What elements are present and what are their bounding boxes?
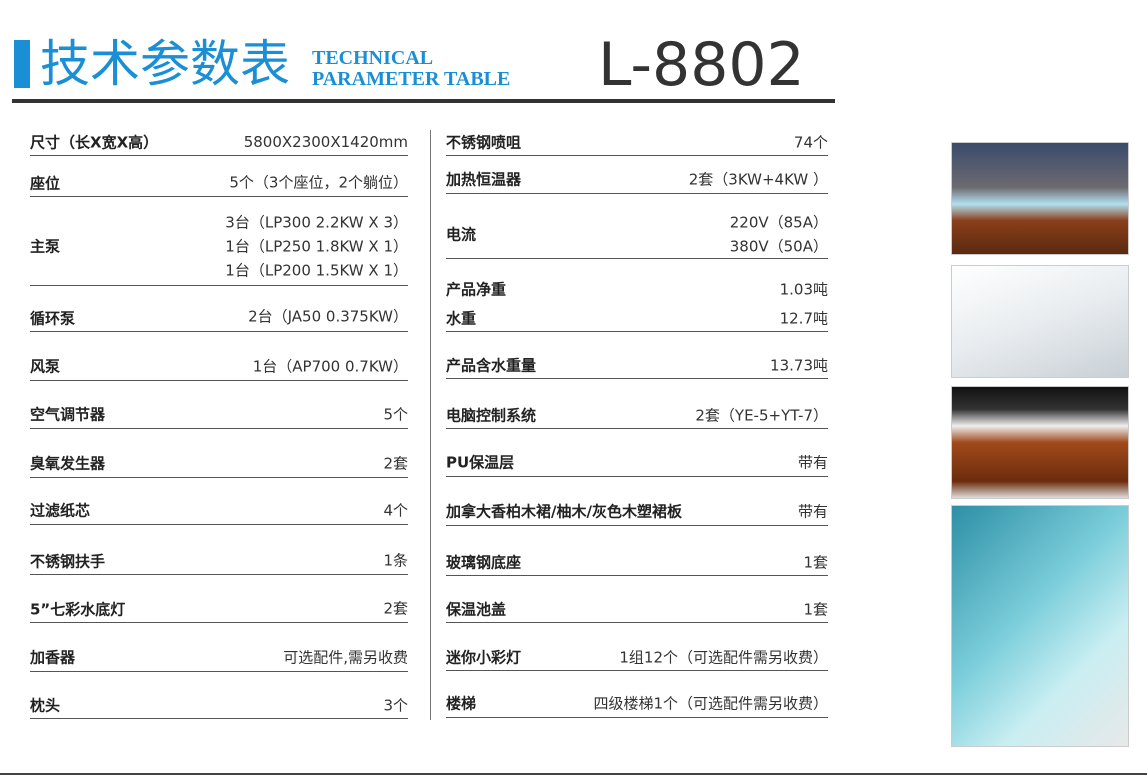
row-label: 风泵 bbox=[30, 357, 61, 376]
row-label: 循环泵 bbox=[30, 309, 76, 328]
accent-bar bbox=[14, 40, 30, 88]
header-rule bbox=[12, 99, 835, 103]
row-rule bbox=[30, 196, 408, 197]
row-label: 枕头 bbox=[30, 696, 61, 715]
row-label: 5”七彩水底灯 bbox=[30, 600, 126, 619]
row-label: 保温池盖 bbox=[446, 600, 507, 619]
row-value: 四级楼梯1个（可选配件需另收费） bbox=[593, 694, 828, 713]
row-label: 产品净重 bbox=[446, 280, 507, 299]
row-value: 带有 bbox=[797, 502, 828, 521]
row-label: 迷你小彩灯 bbox=[446, 648, 522, 667]
row-rule bbox=[30, 285, 408, 286]
row-rule bbox=[446, 670, 828, 671]
row-rule bbox=[30, 155, 408, 156]
row-value: 5个（3个座位，2个躺位） bbox=[229, 173, 408, 192]
row-value: 2台（JA50 0.375KW） bbox=[248, 307, 408, 326]
title: 技术参数表 bbox=[40, 35, 290, 93]
row-rule bbox=[30, 622, 408, 623]
row-rule bbox=[446, 525, 828, 526]
row-value: 2套 bbox=[383, 454, 408, 473]
row-label: 臭氧发生器 bbox=[30, 454, 106, 473]
row-value: 5个 bbox=[383, 405, 408, 424]
row-rule bbox=[30, 524, 408, 525]
subtitle: PARAMETER TABLE bbox=[312, 68, 511, 90]
row-value: 2套（YE-5+YT-7） bbox=[695, 406, 828, 425]
row-value: 5800X2300X1420mm bbox=[243, 133, 408, 151]
row-value: 带有 bbox=[797, 453, 828, 472]
row-value: 74个 bbox=[793, 133, 828, 152]
row-label: 产品含水重量 bbox=[446, 356, 537, 375]
photo bbox=[951, 386, 1129, 499]
row-value: 1台（AP700 0.7KW） bbox=[252, 357, 408, 376]
divider bbox=[430, 130, 431, 720]
row-label: 加香器 bbox=[30, 648, 76, 667]
row-rule bbox=[446, 155, 828, 156]
row-rule bbox=[446, 331, 828, 332]
row-label: 电流 bbox=[446, 225, 477, 244]
row-label: 尺寸（长X宽X高） bbox=[30, 133, 159, 152]
row-value: 13.73吨 bbox=[770, 356, 828, 375]
footer-rule bbox=[0, 773, 1147, 775]
row-label: PU保温层 bbox=[446, 453, 515, 472]
row-label: 座位 bbox=[30, 174, 61, 193]
row-label: 不锈钢扶手 bbox=[30, 552, 106, 571]
row-value: 1台（LP200 1.5KW X 1） bbox=[225, 261, 408, 280]
row-value: 4个 bbox=[383, 501, 408, 520]
row-rule bbox=[446, 193, 828, 194]
photo bbox=[951, 505, 1129, 747]
row-rule bbox=[446, 428, 828, 429]
row-value: 1组12个（可选配件需另收费） bbox=[619, 648, 828, 667]
row-value: 2套 bbox=[383, 599, 408, 618]
subtitle: TECHNICAL bbox=[312, 47, 434, 69]
row-label: 楼梯 bbox=[446, 694, 477, 713]
row-rule bbox=[446, 258, 828, 259]
row-rule bbox=[446, 717, 828, 718]
row-rule bbox=[446, 378, 828, 379]
row-value: 2套（3KW+4KW ） bbox=[688, 170, 828, 189]
row-rule bbox=[30, 574, 408, 575]
photo bbox=[951, 265, 1129, 378]
row-label: 空气调节器 bbox=[30, 405, 106, 424]
row-label: 不锈钢喷咀 bbox=[446, 133, 522, 152]
photo bbox=[951, 142, 1129, 255]
row-value: 1台（LP250 1.8KW X 1） bbox=[225, 237, 408, 256]
row-rule bbox=[30, 671, 408, 672]
row-value: 1套 bbox=[803, 553, 828, 572]
row-rule bbox=[30, 718, 408, 719]
row-label: 主泵 bbox=[30, 237, 61, 256]
row-rule bbox=[446, 622, 828, 623]
row-value: 1条 bbox=[383, 551, 408, 570]
row-value: 3个 bbox=[383, 696, 408, 715]
row-rule bbox=[30, 380, 408, 381]
row-value: 1套 bbox=[803, 600, 828, 619]
row-rule bbox=[446, 575, 828, 576]
row-label: 玻璃钢底座 bbox=[446, 553, 522, 572]
row-value: 380V（50A） bbox=[729, 237, 828, 256]
row-value: 可选配件,需另收费 bbox=[283, 648, 408, 667]
model: L-8802 bbox=[598, 30, 805, 100]
row-label: 加拿大香柏木裙/柚木/灰色木塑裙板 bbox=[446, 502, 682, 521]
row-value: 1.03吨 bbox=[779, 280, 828, 299]
row-rule bbox=[30, 331, 408, 332]
row-value: 220V（85A） bbox=[729, 213, 828, 232]
row-rule bbox=[30, 477, 408, 478]
row-label: 电脑控制系统 bbox=[446, 406, 537, 425]
row-value: 3台（LP300 2.2KW X 3） bbox=[225, 213, 408, 232]
row-label: 水重 bbox=[446, 309, 477, 328]
row-rule bbox=[30, 428, 408, 429]
row-rule bbox=[446, 476, 828, 477]
row-label: 加热恒温器 bbox=[446, 170, 522, 189]
row-value: 12.7吨 bbox=[779, 309, 828, 328]
row-label: 过滤纸芯 bbox=[30, 501, 91, 520]
